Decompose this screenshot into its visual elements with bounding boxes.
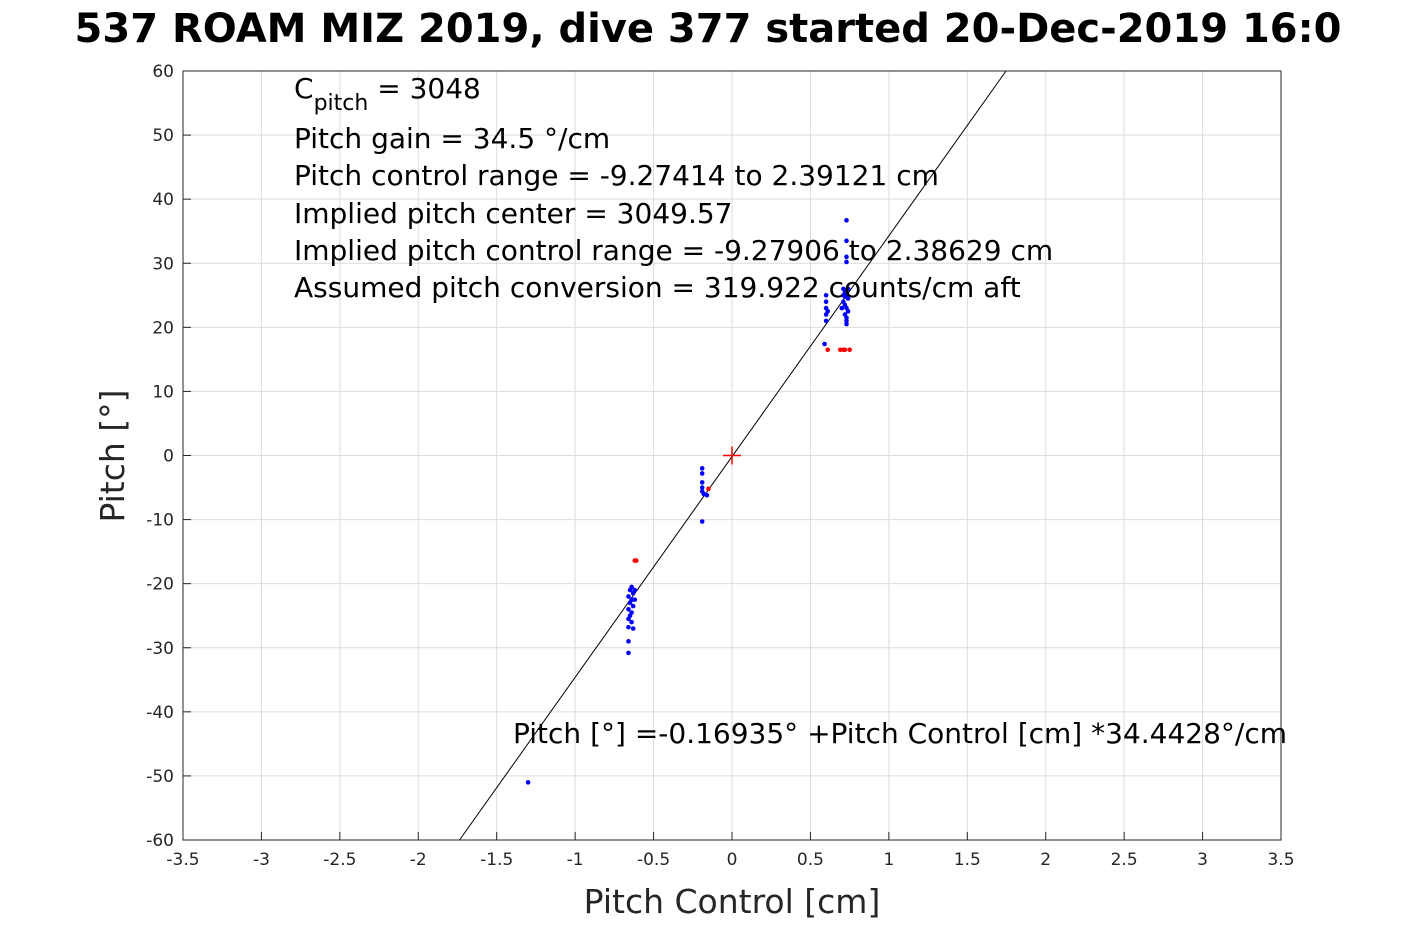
y-tick-label: 60	[152, 62, 174, 82]
x-tick-label: -2.5	[323, 850, 356, 870]
x-tick-label: 3	[1197, 850, 1208, 870]
center-plus-marker	[723, 446, 741, 465]
blue-data-point	[525, 780, 531, 785]
red-data-point	[634, 558, 639, 563]
annotation-c-pitch: Cpitch = 3048	[294, 72, 481, 116]
x-tick-label: 2.5	[1111, 850, 1138, 870]
blue-data-point	[844, 259, 849, 265]
red-data-point	[706, 486, 711, 492]
blue-data-point	[627, 587, 633, 593]
blue-data-point	[699, 471, 705, 476]
blue-data-point	[626, 650, 631, 656]
annotation-line: Implied pitch control range = -9.27906 t…	[294, 234, 1053, 267]
blue-data-point	[704, 492, 710, 498]
blue-data-point	[844, 254, 849, 260]
x-tick-label: -1.5	[480, 850, 513, 870]
x-tick-label: 0	[727, 850, 738, 870]
y-tick-label: -10	[146, 511, 174, 531]
blue-data-point	[823, 318, 829, 324]
blue-data-point	[844, 318, 849, 324]
blue-data-point	[844, 238, 849, 244]
annotation-line: Pitch control range = -9.27414 to 2.3912…	[294, 159, 939, 192]
blue-data-point	[630, 626, 636, 631]
blue-data-point	[842, 294, 848, 299]
blue-data-point	[699, 519, 705, 524]
y-tick-label: -20	[146, 575, 174, 595]
red-data-point	[825, 347, 830, 353]
chart-title: 537 ROAM MIZ 2019, dive 377 started 20-D…	[74, 6, 1342, 52]
annotation-line: Implied pitch center = 3049.57	[294, 197, 732, 230]
blue-data-point	[699, 480, 705, 485]
blue-data-point	[629, 619, 634, 625]
blue-data-point	[823, 312, 829, 317]
blue-data-point	[839, 305, 845, 311]
plot-frame	[182, 70, 1282, 841]
blue-data-point	[632, 587, 638, 593]
x-tick-label: -3	[253, 850, 270, 870]
x-tick-label: -3.5	[166, 850, 199, 870]
annotation-line: Pitch gain = 34.5 °/cm	[294, 122, 610, 155]
blue-data-point	[626, 594, 631, 599]
blue-data-point	[626, 616, 631, 622]
x-tick-label: 1.5	[954, 850, 981, 870]
x-tick-label: 3.5	[1267, 850, 1294, 870]
x-tick-label: 0.5	[797, 850, 824, 870]
y-tick-label: 20	[152, 318, 174, 338]
blue-data-point	[626, 624, 631, 630]
x-tick-label: -0.5	[637, 850, 670, 870]
tick-labels: -3.5 -3 -2.5 -2 -1.5 -1 -0.5 0 0.5 1 1.5 2 2.5 3 3.5 -6…	[146, 62, 1294, 870]
blue-data-point	[845, 286, 851, 292]
blue-data-point	[632, 597, 638, 602]
y-tick-label: 40	[152, 190, 174, 210]
blue-data-point	[844, 321, 849, 327]
y-tick-label: 50	[152, 126, 174, 146]
blue-data-point	[823, 292, 829, 298]
red-data-point	[847, 347, 852, 353]
annotation-line: Assumed pitch conversion = 319.922 count…	[294, 271, 1021, 304]
y-tick-label: -30	[146, 639, 174, 659]
x-axis-label: Pitch Control [cm]	[584, 882, 881, 921]
blue-data-point	[845, 309, 851, 314]
y-tick-label: -40	[146, 703, 174, 723]
y-tick-label: -60	[146, 831, 174, 851]
y-tick-label: 10	[152, 382, 174, 402]
y-tick-label: -50	[146, 767, 174, 787]
blue-data-point	[626, 639, 631, 644]
blue-data-point	[844, 315, 849, 321]
blue-data-point	[626, 607, 631, 612]
x-tick-label: 1	[883, 850, 894, 870]
y-tick-label: 30	[152, 254, 174, 274]
x-tick-label: 2	[1040, 850, 1051, 870]
blue-data-point	[630, 603, 636, 609]
blue-data-point	[699, 485, 705, 490]
data-marks	[459, 70, 1007, 841]
x-tick-label: -1	[567, 850, 584, 870]
red-data-point	[842, 347, 848, 353]
blue-data-point	[822, 341, 827, 347]
blue-data-point	[699, 466, 705, 471]
y-axis-label: Pitch [°]	[93, 389, 132, 522]
blue-data-point	[627, 600, 633, 606]
blue-data-point	[823, 299, 829, 305]
fit-equation: Pitch [°] =-0.16935° +Pitch Control [cm]…	[513, 717, 1287, 750]
x-tick-label: -2	[410, 850, 427, 870]
blue-data-point	[844, 218, 849, 223]
y-tick-label: 0	[163, 447, 174, 467]
